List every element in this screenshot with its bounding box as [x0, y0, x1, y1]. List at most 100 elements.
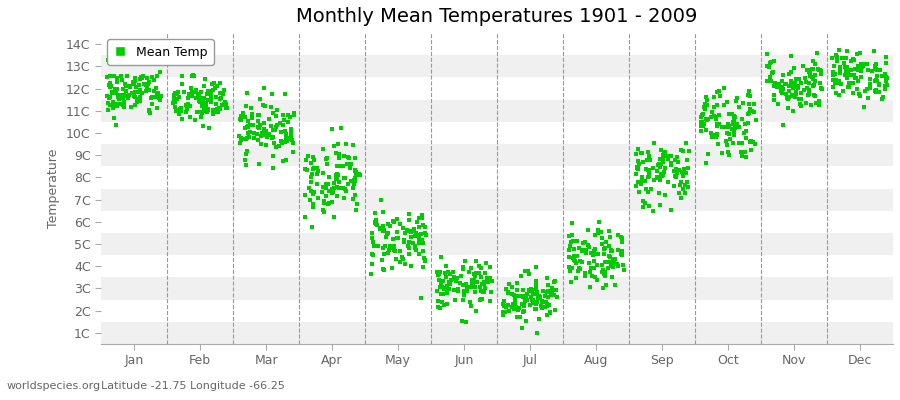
Point [604, 260, 618, 266]
Point [782, 88, 796, 94]
Point [575, 240, 590, 246]
Point [598, 259, 612, 265]
Point [245, 111, 259, 117]
Point [670, 154, 684, 160]
Bar [101, 322, 893, 344]
Point [174, 108, 188, 114]
Point [103, 102, 117, 108]
Point [467, 271, 482, 278]
Point [717, 85, 732, 92]
Point [472, 262, 486, 269]
Point [733, 124, 747, 130]
Point [651, 161, 665, 168]
Point [111, 93, 125, 100]
Point [739, 154, 753, 161]
Point [181, 101, 195, 107]
Point [699, 96, 714, 103]
Point [747, 100, 761, 107]
Point [393, 221, 408, 227]
Point [332, 154, 347, 161]
Point [641, 189, 655, 196]
Point [210, 106, 224, 112]
Point [611, 247, 625, 254]
Point [197, 83, 211, 89]
Point [436, 291, 450, 297]
Point [200, 91, 214, 98]
Point [194, 88, 208, 95]
Point [562, 247, 577, 253]
Point [518, 308, 532, 314]
Point [725, 140, 740, 147]
Point [668, 157, 682, 164]
Point [496, 311, 510, 318]
Point [668, 168, 682, 174]
Point [742, 92, 757, 99]
Point [148, 94, 163, 101]
Point [535, 304, 549, 311]
Point [655, 159, 670, 165]
Point [258, 128, 273, 134]
Point [266, 165, 280, 171]
Point [134, 74, 148, 81]
Point [216, 91, 230, 98]
Point [844, 58, 859, 64]
Point [283, 114, 297, 120]
Point [432, 271, 446, 277]
Point [247, 135, 261, 141]
Point [199, 108, 213, 114]
Point [262, 131, 276, 137]
Point [213, 90, 228, 96]
Point [328, 176, 343, 182]
Point [209, 94, 223, 100]
Point [813, 66, 827, 73]
Point [341, 154, 356, 160]
Point [348, 192, 363, 198]
Point [736, 100, 751, 106]
Point [186, 72, 201, 78]
Point [726, 117, 741, 124]
Point [663, 207, 678, 214]
Point [469, 258, 483, 264]
Point [297, 165, 311, 172]
Point [615, 248, 629, 254]
Point [638, 186, 652, 192]
Point [333, 162, 347, 169]
Point [310, 164, 324, 171]
Point [408, 242, 422, 249]
Point [704, 114, 718, 121]
Point [317, 200, 331, 206]
Point [548, 287, 562, 294]
Point [830, 58, 844, 64]
Point [459, 318, 473, 325]
Point [461, 284, 475, 290]
Point [870, 67, 885, 73]
Point [712, 121, 726, 127]
Point [134, 90, 148, 97]
Point [249, 131, 264, 138]
Point [701, 150, 716, 157]
Point [787, 92, 801, 98]
Point [408, 245, 422, 251]
Point [101, 100, 115, 106]
Point [828, 89, 842, 96]
Point [205, 87, 220, 93]
Point [652, 161, 667, 168]
Point [595, 234, 609, 241]
Point [467, 277, 482, 284]
Point [646, 140, 661, 146]
Point [872, 82, 886, 88]
Point [238, 102, 253, 109]
Point [734, 116, 749, 122]
Point [243, 122, 257, 128]
Point [319, 185, 333, 192]
Point [787, 83, 801, 90]
Point [245, 114, 259, 121]
Point [572, 258, 587, 264]
Point [726, 118, 741, 125]
Point [305, 171, 320, 177]
Point [603, 254, 617, 260]
Point [643, 168, 657, 175]
Point [441, 286, 455, 292]
Point [547, 292, 562, 298]
Point [761, 64, 776, 70]
